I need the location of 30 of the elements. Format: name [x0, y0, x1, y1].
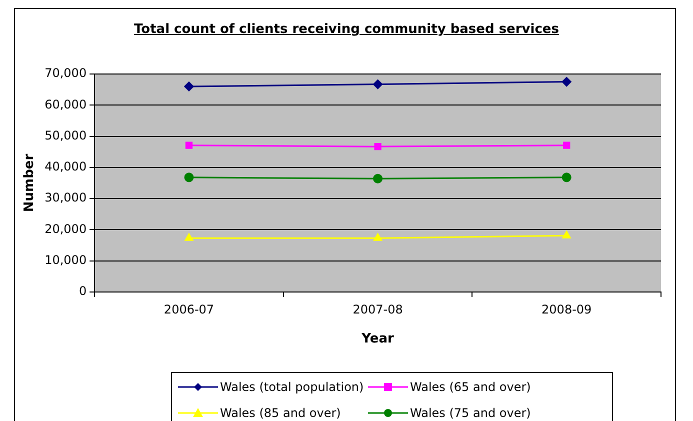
legend-label: Wales (total population)	[220, 380, 364, 394]
y-tick-label: 30,000	[44, 190, 87, 205]
y-axis-title: Number	[22, 153, 38, 212]
y-tick-label: 20,000	[44, 222, 87, 236]
point	[562, 172, 572, 182]
x-axis-title: Year	[360, 332, 394, 347]
point	[373, 174, 383, 184]
point	[184, 172, 194, 182]
x-tick-label: 2007-08	[352, 302, 403, 316]
x-tick-label: 2006-07	[164, 302, 214, 316]
chart-title: Total count of clients receiving community based services	[133, 22, 560, 37]
y-tick-label: 40,000	[44, 160, 87, 174]
legend-label: Wales (85 and over)	[220, 406, 341, 420]
point	[184, 82, 194, 92]
legend-label: Wales (75 and over)	[410, 406, 531, 420]
x-tick-label: 2008-09	[542, 302, 592, 316]
y-tick-label: 50,000	[44, 128, 87, 142]
point	[184, 233, 194, 241]
y-tick-label: 60,000	[44, 97, 87, 112]
point	[562, 77, 572, 87]
point	[185, 142, 193, 149]
point	[562, 230, 571, 238]
point	[373, 80, 383, 90]
y-tick-label: 0	[78, 284, 87, 298]
point	[374, 233, 382, 241]
point	[563, 142, 570, 149]
legend-label: Wales (65 and over)	[410, 380, 531, 394]
y-tick-label: 70,000	[44, 66, 87, 80]
point	[374, 142, 382, 150]
y-tick-label: 10,000	[44, 252, 87, 267]
